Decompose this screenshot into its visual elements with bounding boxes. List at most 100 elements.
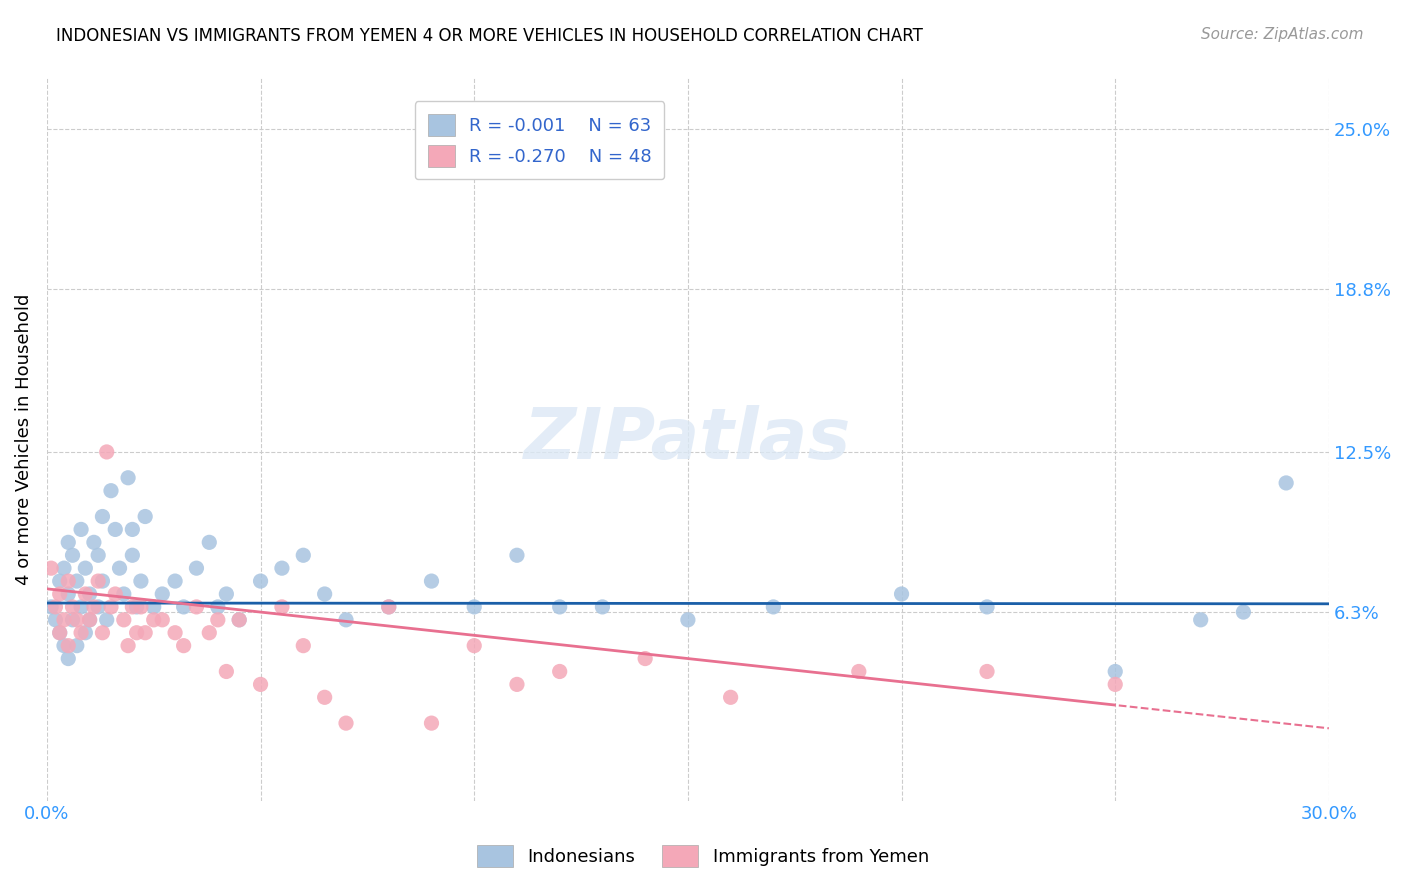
Point (165, 574, 187, 588)
Point (79, 613, 101, 627)
Point (634, 651, 657, 665)
Point (100, 483, 122, 498)
Point (976, 665, 998, 679)
Point (108, 561, 131, 575)
Point (100, 599, 122, 614)
Point (48, 625, 70, 640)
Point (186, 561, 208, 575)
Point (70, 599, 93, 614)
Point (91, 625, 114, 640)
Point (720, 690, 742, 705)
Point (420, 574, 443, 588)
Legend: Indonesians, Immigrants from Yemen: Indonesians, Immigrants from Yemen (470, 838, 936, 874)
Point (58, 574, 80, 588)
Point (314, 587, 336, 601)
Point (463, 639, 485, 653)
Point (134, 509, 156, 524)
Point (506, 677, 529, 691)
Point (96, 613, 118, 627)
Point (1104, 665, 1126, 679)
Point (87, 574, 110, 588)
Point (83, 535, 105, 549)
Point (506, 548, 529, 562)
Point (1104, 677, 1126, 691)
Point (62, 613, 84, 627)
Text: ZIPatlas: ZIPatlas (524, 405, 852, 474)
Point (377, 599, 399, 614)
Point (70, 523, 93, 537)
Point (66, 613, 89, 627)
Point (83, 599, 105, 614)
Point (112, 587, 135, 601)
Point (548, 599, 571, 614)
Text: INDONESIAN VS IMMIGRANTS FROM YEMEN 4 OR MORE VEHICLES IN HOUSEHOLD CORRELATION : INDONESIAN VS IMMIGRANTS FROM YEMEN 4 OR… (56, 27, 924, 45)
Point (142, 599, 165, 614)
Point (249, 574, 271, 588)
Point (591, 599, 613, 614)
Point (79, 613, 101, 627)
Point (91, 509, 114, 524)
Point (420, 716, 443, 731)
Point (58, 535, 80, 549)
Point (215, 665, 238, 679)
Point (62, 599, 84, 614)
Point (198, 625, 221, 640)
Point (207, 613, 229, 627)
Point (121, 523, 143, 537)
Point (173, 599, 195, 614)
Point (1189, 613, 1212, 627)
Point (87, 599, 110, 614)
Point (142, 613, 165, 627)
Point (207, 599, 229, 614)
Point (314, 690, 336, 705)
Point (125, 599, 148, 614)
Point (66, 574, 89, 588)
Point (165, 625, 187, 640)
Point (198, 535, 221, 549)
Point (75, 561, 97, 575)
Point (173, 639, 195, 653)
Point (58, 651, 80, 665)
Point (58, 639, 80, 653)
Point (335, 613, 357, 627)
Point (1275, 475, 1298, 490)
Point (215, 587, 238, 601)
Point (75, 625, 97, 640)
Point (39, 599, 62, 614)
Point (848, 665, 870, 679)
Point (271, 561, 294, 575)
Legend: R = -0.001    N = 63, R = -0.270    N = 48: R = -0.001 N = 63, R = -0.270 N = 48 (415, 101, 664, 179)
Point (48, 587, 70, 601)
Point (976, 599, 998, 614)
Point (44, 599, 66, 614)
Point (150, 613, 173, 627)
Point (463, 599, 485, 614)
Point (271, 599, 294, 614)
Point (129, 599, 152, 614)
Y-axis label: 4 or more Vehicles in Household: 4 or more Vehicles in Household (15, 293, 32, 585)
Point (292, 639, 315, 653)
Point (58, 587, 80, 601)
Point (48, 574, 70, 588)
Point (117, 639, 139, 653)
Point (377, 599, 399, 614)
Point (104, 587, 127, 601)
Text: Source: ZipAtlas.com: Source: ZipAtlas.com (1201, 27, 1364, 42)
Point (1232, 605, 1254, 619)
Point (39, 561, 62, 575)
Point (91, 574, 114, 588)
Point (75, 587, 97, 601)
Point (104, 523, 127, 537)
Point (62, 548, 84, 562)
Point (676, 613, 699, 627)
Point (44, 613, 66, 627)
Point (121, 548, 143, 562)
Point (121, 599, 143, 614)
Point (228, 613, 250, 627)
Point (134, 625, 156, 640)
Point (249, 677, 271, 691)
Point (53, 561, 76, 575)
Point (129, 574, 152, 588)
Point (890, 587, 912, 601)
Point (66, 639, 89, 653)
